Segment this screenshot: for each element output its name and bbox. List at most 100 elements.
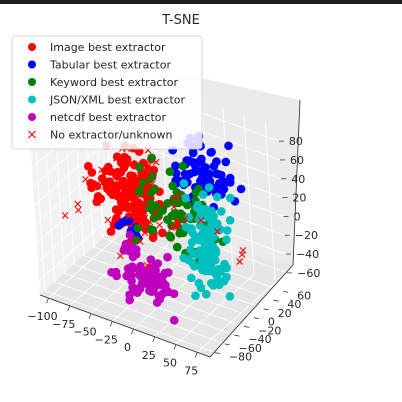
point (204, 208, 214, 217)
point (207, 278, 216, 288)
point (128, 283, 137, 292)
point (162, 286, 171, 295)
grid-y-floor (44, 290, 216, 354)
z-tick-label: 60 (290, 154, 304, 167)
point (178, 161, 188, 171)
point (189, 249, 198, 259)
point (197, 217, 205, 224)
z-tick-label: −60 (297, 267, 320, 280)
x-tick-mark (88, 313, 92, 319)
point (112, 152, 122, 161)
y-axis-line (209, 264, 294, 358)
series-netcdf-best-extractor (107, 230, 179, 325)
point (128, 264, 137, 274)
grid-x-back (222, 106, 234, 267)
legend-item[interactable]: Tabular best extractor (28, 59, 171, 72)
point (156, 221, 163, 229)
point (164, 268, 173, 277)
point (207, 147, 216, 157)
point (93, 192, 103, 201)
y-tick-label: 20 (278, 307, 292, 320)
point (163, 215, 172, 224)
legend-marker (28, 95, 36, 104)
point (215, 280, 224, 290)
point (197, 265, 207, 275)
point (148, 170, 156, 178)
point (150, 184, 159, 193)
point (128, 159, 136, 167)
point (198, 258, 207, 267)
point (191, 291, 200, 301)
point (143, 185, 151, 193)
legend-item[interactable]: Keyword best extractor (28, 76, 179, 89)
point (224, 141, 233, 151)
y-tick-mark (244, 326, 250, 328)
point (125, 246, 134, 256)
z-tick-label: 80 (289, 135, 303, 148)
point (98, 166, 106, 174)
x-tick-label: 0 (124, 341, 131, 354)
point (223, 226, 232, 235)
point (151, 201, 160, 211)
point (200, 242, 210, 252)
legend-marker (28, 113, 36, 121)
y-tick-label: −80 (229, 351, 252, 364)
grid-y-floor (64, 272, 235, 336)
data-points (61, 131, 247, 325)
legend[interactable]: Image best extractor Tabular best extract… (11, 35, 203, 150)
point (135, 163, 144, 172)
point (212, 272, 222, 281)
point (168, 181, 177, 191)
point (114, 191, 123, 200)
legend-item[interactable]: Image best extractor (28, 41, 166, 54)
x-tick-mark (194, 352, 198, 358)
point (117, 252, 124, 260)
point (188, 258, 197, 268)
point (183, 200, 192, 210)
point (104, 216, 112, 224)
point (179, 179, 189, 188)
point (181, 193, 190, 203)
point (214, 227, 221, 235)
point (225, 193, 235, 203)
series-json-xml-best-extractor (179, 179, 235, 301)
point (236, 184, 246, 194)
point (163, 199, 172, 208)
x-tick-label: 50 (163, 357, 177, 370)
point (112, 213, 121, 223)
point (137, 201, 145, 209)
legend-item[interactable]: JSON/XML best extractor (28, 94, 186, 107)
point (127, 206, 135, 214)
point (155, 292, 165, 301)
point (169, 289, 179, 299)
point (98, 174, 107, 183)
point (169, 316, 179, 325)
y-tick-label: −20 (258, 324, 281, 337)
window-top-bar (0, 0, 402, 4)
y-tick-mark (224, 343, 230, 346)
point (158, 228, 167, 238)
y-tick-mark (234, 334, 240, 337)
y-tick-mark (253, 317, 259, 319)
legend-item[interactable]: netcdf best extractor (28, 111, 166, 124)
point (171, 161, 180, 171)
axis-lines (39, 99, 301, 358)
point (172, 188, 182, 197)
point (179, 253, 188, 263)
point (121, 200, 130, 209)
legend-item[interactable]: No extractor/unknown (28, 129, 173, 142)
point (125, 230, 135, 240)
point (84, 162, 93, 171)
point (125, 212, 132, 220)
point (124, 216, 134, 226)
point (132, 235, 141, 245)
point (217, 207, 226, 216)
point (165, 167, 175, 176)
point (196, 157, 206, 167)
point (208, 266, 217, 275)
point (212, 169, 221, 179)
point (170, 194, 178, 202)
x-axis-line (39, 294, 211, 358)
point (141, 229, 149, 237)
point (152, 158, 160, 166)
